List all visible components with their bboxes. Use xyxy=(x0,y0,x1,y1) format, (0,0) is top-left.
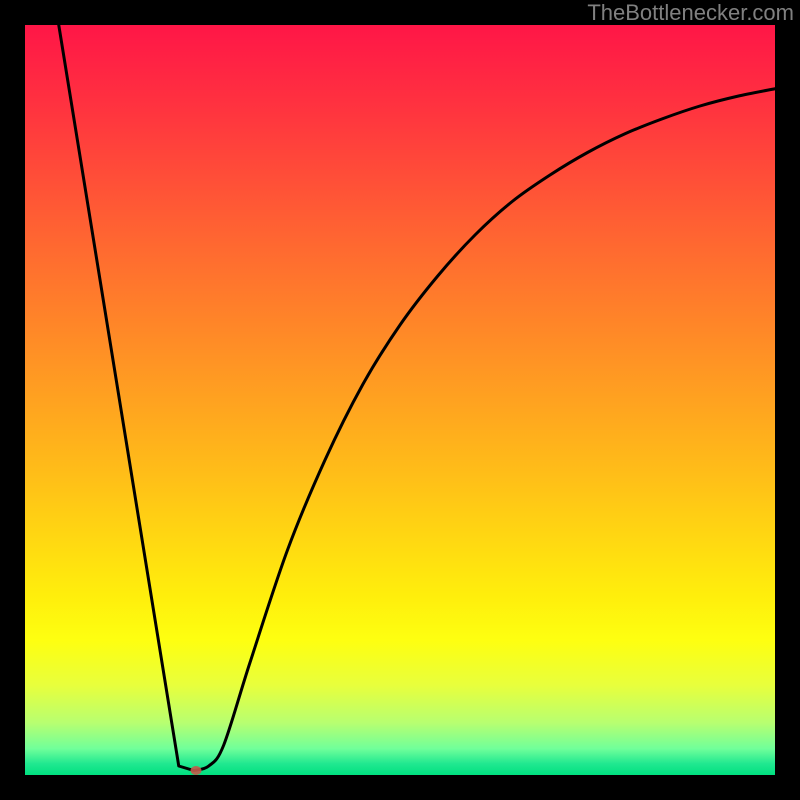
plot-area xyxy=(25,25,775,775)
optimal-marker xyxy=(191,766,202,775)
watermark-text: TheBottlenecker.com xyxy=(587,0,794,26)
chart-svg xyxy=(0,0,800,800)
chart-container: TheBottlenecker.com xyxy=(0,0,800,800)
